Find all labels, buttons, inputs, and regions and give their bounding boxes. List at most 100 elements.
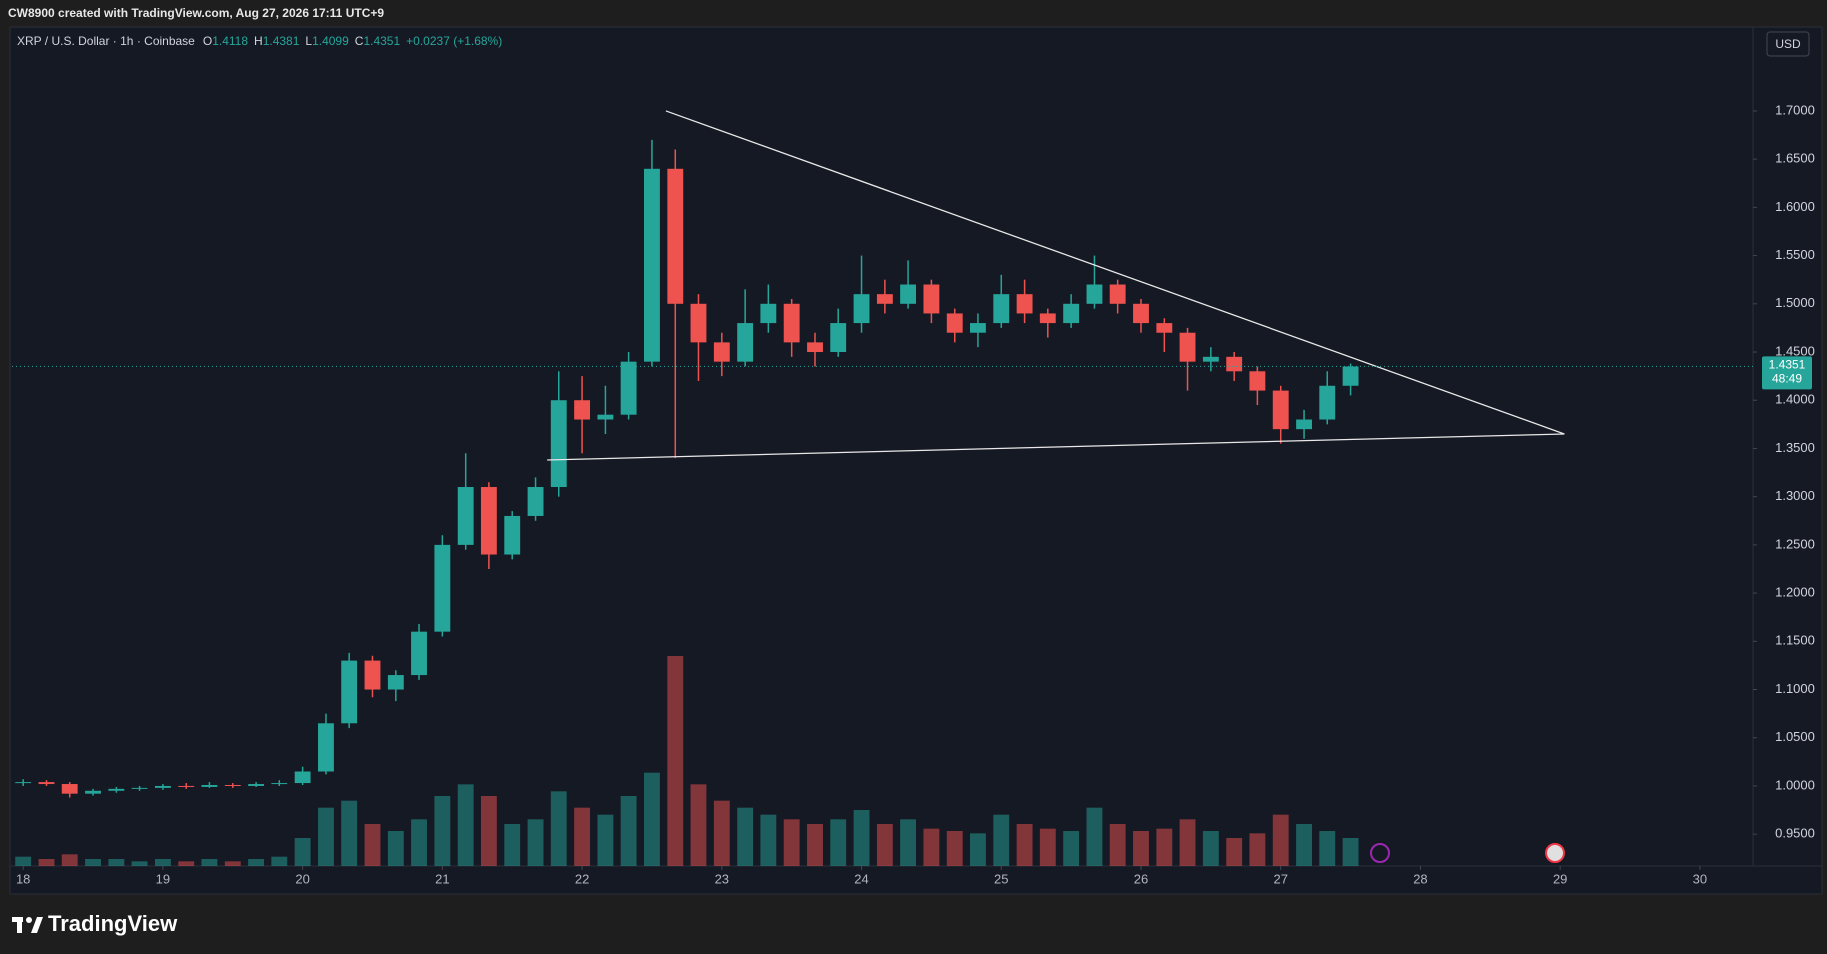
- candle-body: [318, 723, 334, 772]
- candle-body: [900, 284, 917, 304]
- y-tick-label: 1.2000: [1775, 585, 1815, 600]
- candle-body: [667, 168, 684, 304]
- candle-body: [574, 400, 591, 420]
- volume-bar: [1156, 828, 1173, 866]
- candle-body: [61, 784, 78, 794]
- candle-body: [271, 783, 288, 785]
- volume-bar: [61, 854, 78, 866]
- volume-bar: [1272, 814, 1289, 866]
- candle-body: [713, 342, 730, 362]
- x-tick-label: 22: [575, 871, 589, 886]
- x-tick-label: 23: [715, 871, 729, 886]
- currency-button[interactable]: [1766, 31, 1810, 57]
- y-tick-label: 1.1500: [1775, 633, 1815, 648]
- candle-body: [993, 294, 1010, 324]
- currency-label: USD: [1775, 37, 1801, 51]
- candle-body: [1039, 313, 1056, 324]
- volume-bar: [457, 784, 474, 866]
- candle-body: [108, 788, 125, 791]
- countdown: 48:49: [1772, 372, 1802, 386]
- candle-body: [504, 515, 521, 555]
- ohlc-value: 1.4381: [263, 34, 300, 48]
- candle-body: [737, 323, 754, 362]
- volume-bar: [1063, 831, 1080, 866]
- volume-bar: [574, 807, 591, 866]
- candle-body: [923, 284, 940, 314]
- volume-bar: [1319, 831, 1336, 866]
- volume-bar: [154, 859, 171, 866]
- candle-body: [690, 303, 707, 343]
- volume-bar: [853, 810, 870, 866]
- y-tick-label: 1.7000: [1775, 102, 1815, 117]
- volume-bar: [1179, 819, 1196, 866]
- volume-bar: [644, 772, 660, 866]
- volume-bar: [1039, 828, 1056, 866]
- volume-bar: [387, 831, 404, 866]
- x-tick-label: 21: [435, 871, 449, 886]
- x-tick-label: 24: [854, 871, 868, 886]
- y-tick-label: 1.3500: [1775, 440, 1815, 455]
- candle-body: [620, 361, 637, 415]
- volume-bar: [271, 856, 288, 866]
- candle-body: [876, 294, 893, 304]
- volume-bar: [411, 819, 427, 866]
- last-price-box: [1762, 356, 1812, 390]
- x-tick-label: 29: [1553, 871, 1567, 886]
- x-tick-label: 20: [295, 871, 309, 886]
- volume-bar: [783, 819, 800, 866]
- candle-body: [1109, 284, 1126, 304]
- volume-bar: [830, 819, 847, 866]
- volume-bar: [667, 656, 684, 866]
- ohlc-key: L: [305, 34, 312, 48]
- ohlc-value: 1.4099: [312, 34, 349, 48]
- candle-body: [1319, 385, 1336, 420]
- candle-body: [85, 790, 101, 794]
- candle-body: [1063, 303, 1080, 324]
- change: +0.0237 (+1.68%): [406, 34, 502, 48]
- logo-part: [31, 917, 43, 933]
- candle-body: [131, 787, 148, 789]
- volume-bar: [946, 831, 963, 866]
- volume-bar: [201, 859, 218, 866]
- candle-body: [201, 784, 218, 787]
- volume-bar: [969, 833, 986, 866]
- volume-bar: [993, 814, 1010, 866]
- x-tick-label: 26: [1134, 871, 1148, 886]
- brand-logo: [12, 917, 43, 933]
- candle-body: [15, 782, 32, 784]
- volume-bar: [1226, 838, 1243, 866]
- candle-body: [480, 487, 497, 555]
- volume-bar: [527, 819, 544, 866]
- x-tick-label: 30: [1693, 871, 1707, 886]
- volume-bar: [1249, 833, 1266, 866]
- brand: TradingView: [48, 911, 178, 936]
- volume-bar: [550, 791, 567, 866]
- y-tick-label: 1.1000: [1775, 681, 1815, 696]
- ohlc-key: H: [254, 34, 263, 48]
- candle-body: [411, 631, 427, 676]
- candle-body: [1086, 284, 1103, 304]
- volume-bar: [1342, 838, 1359, 866]
- candle-body: [434, 544, 451, 632]
- event-icon[interactable]: [1370, 843, 1390, 863]
- volume-bar: [876, 824, 893, 866]
- candle-body: [1226, 356, 1243, 372]
- candle-body: [154, 785, 171, 788]
- volume-bar: [178, 861, 195, 866]
- candle-body: [1202, 356, 1219, 362]
- candle-body: [457, 487, 474, 545]
- ohlc-value: 1.4118: [212, 34, 248, 48]
- y-tick-label: 1.6500: [1775, 151, 1815, 166]
- candle-body: [644, 168, 660, 362]
- volume-bar: [434, 796, 451, 866]
- y-tick-label: 1.4500: [1775, 343, 1815, 358]
- trendline: [665, 110, 1565, 435]
- event-icon[interactable]: [1545, 843, 1565, 863]
- volume-bar: [620, 796, 637, 866]
- symbol: XRP / U.S. Dollar · 1h · Coinbase: [17, 34, 195, 48]
- x-tick-label: 19: [156, 871, 170, 886]
- candle-body: [1296, 419, 1312, 430]
- x-tick-label: 28: [1413, 871, 1427, 886]
